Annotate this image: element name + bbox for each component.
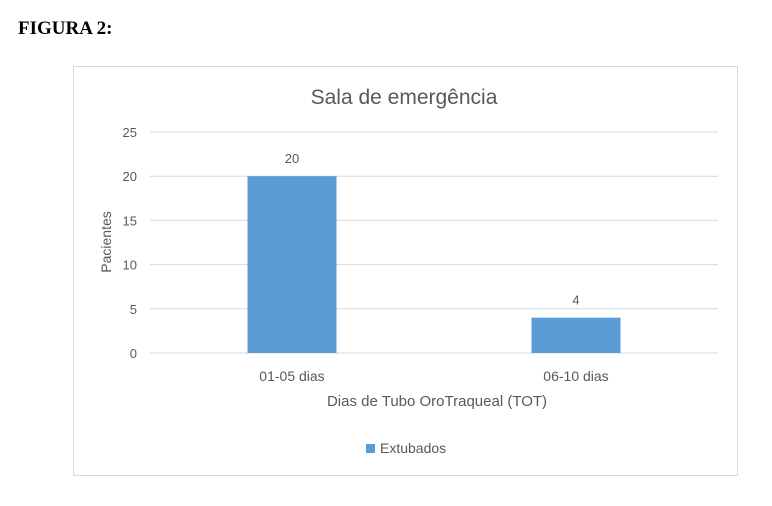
data-labels: 20 4 — [285, 151, 580, 307]
figure-label: FIGURA 2: — [18, 18, 113, 39]
y-tick-label: 10 — [123, 258, 137, 273]
x-tick-label: 06-10 dias — [543, 368, 608, 384]
legend: Extubados — [366, 440, 446, 456]
y-tick-label: 0 — [130, 346, 137, 361]
chart-frame — [73, 66, 738, 476]
data-label: 4 — [572, 293, 579, 308]
x-axis-label: Dias de Tubo OroTraqueal (TOT) — [327, 393, 547, 410]
y-tick-label: 25 — [123, 125, 137, 140]
bars — [247, 176, 621, 353]
x-tick-labels: 01-05 dias 06-10 dias — [259, 368, 608, 384]
chart-title: Sala de emergência — [311, 86, 498, 109]
grid-lines — [150, 131, 718, 354]
bar — [531, 317, 621, 353]
legend-swatch — [366, 444, 375, 453]
bar — [247, 176, 337, 353]
y-tick-label: 20 — [123, 169, 137, 184]
y-tick-label: 5 — [130, 302, 137, 317]
data-label: 20 — [285, 151, 299, 166]
y-tick-labels: 0 5 10 15 20 25 — [123, 125, 137, 361]
y-tick-label: 15 — [123, 213, 137, 228]
legend-label: Extubados — [380, 440, 446, 456]
y-axis-label: Pacientes — [98, 211, 114, 272]
x-tick-label: 01-05 dias — [259, 368, 324, 384]
